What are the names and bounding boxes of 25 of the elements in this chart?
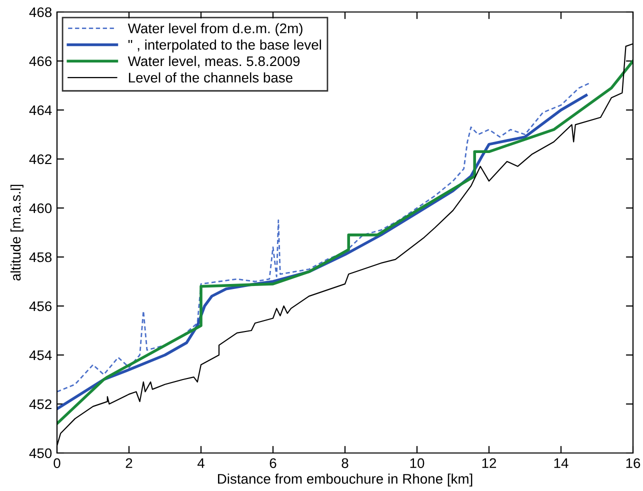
- y-tick-label: 454: [29, 350, 52, 360]
- y-tick-label: 462: [29, 154, 52, 164]
- x-tick-label: 14: [554, 458, 568, 468]
- legend-label: Level of the channels base: [128, 72, 292, 83]
- legend-label: Water level from d.e.m. (2m): [128, 23, 302, 36]
- x-tick-label: 2: [126, 458, 132, 468]
- y-tick-label: 464: [29, 105, 52, 116]
- x-tick-label: 16: [626, 458, 640, 468]
- y-tick-label: 460: [29, 203, 52, 214]
- x-tick-label: 6: [270, 458, 276, 468]
- x-tick-label: 8: [342, 458, 348, 468]
- y-tick-label: 458: [29, 252, 52, 262]
- y-tick-label: 466: [29, 56, 52, 66]
- y-tick-label: 456: [29, 301, 52, 312]
- x-tick-label: 0: [54, 458, 60, 468]
- y-tick-label: 450: [29, 448, 52, 458]
- y-tick-label: 452: [29, 399, 52, 410]
- y-tick-label: 468: [29, 7, 52, 18]
- x-axis-title: Distance from embouchure in Rhone [km]: [218, 474, 472, 487]
- x-tick-label: 4: [197, 458, 204, 468]
- x-tick-label: 12: [482, 458, 496, 468]
- x-tick-label: 10: [410, 458, 424, 468]
- legend-label: " , interpolated to the base level: [128, 40, 322, 52]
- y-axis-title: altitude [m.a.s.l]: [10, 184, 24, 281]
- legend-label: Water level, meas. 5.8.2009: [128, 56, 300, 68]
